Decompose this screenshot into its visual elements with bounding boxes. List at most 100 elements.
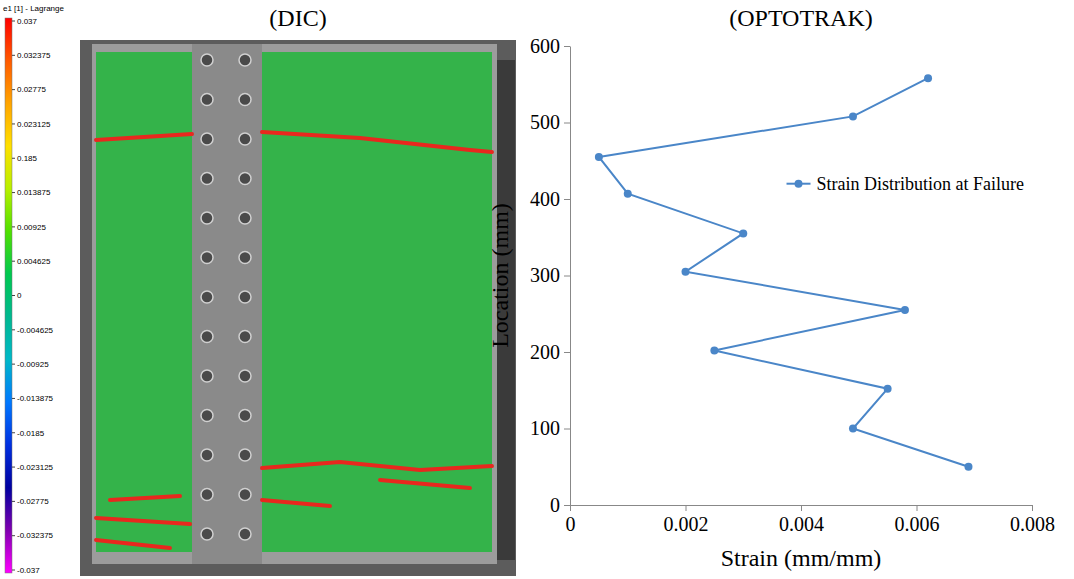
colorbar-label: -0.032375 — [17, 531, 54, 540]
bolt — [201, 291, 213, 303]
y-tick-label: 200 — [530, 341, 560, 363]
colorbar-label: 0 — [17, 291, 22, 300]
x-tick-mark — [801, 505, 802, 511]
bolt — [239, 291, 251, 303]
y-tick-label: 600 — [530, 35, 560, 57]
chart-title: (OPTOTRAK) — [729, 5, 873, 31]
data-point — [884, 385, 892, 393]
bolt — [201, 449, 213, 461]
colorbar-label: 0.02775 — [17, 85, 46, 94]
y-tick: 500 — [530, 111, 570, 133]
legend-item: Strain Distribution at Failure — [787, 174, 1024, 194]
colorbar-tick — [12, 364, 15, 365]
y-axis-line — [570, 47, 571, 506]
colorbar-label: -0.004625 — [17, 326, 54, 335]
bolt — [201, 331, 213, 343]
colorbar-label: 0.023125 — [17, 120, 51, 129]
x-tick-label: 0 — [566, 513, 576, 535]
colorbar-tick — [12, 398, 15, 399]
colorbar-tick — [12, 467, 15, 468]
y-tick-label: 300 — [530, 264, 560, 286]
bolt — [201, 54, 213, 66]
bolt — [201, 370, 213, 382]
y-tick-label: 400 — [530, 188, 560, 210]
x-axis-title: Strain (mm/mm) — [721, 545, 882, 571]
data-point — [849, 112, 857, 120]
y-axis: 0100200300400500600 — [530, 35, 571, 516]
bolt — [239, 528, 251, 540]
colorbar-tick — [12, 295, 15, 296]
specimen — [92, 44, 497, 564]
colorbar-label: -0.00925 — [17, 360, 49, 369]
bolt — [239, 489, 251, 501]
colorbar-tick — [12, 570, 15, 571]
bolt — [239, 331, 251, 343]
data-point — [624, 190, 632, 198]
colorbar-tick — [12, 192, 15, 193]
x-tick-mark — [917, 505, 918, 511]
x-tick-mark — [1032, 505, 1033, 511]
y-tick-mark — [564, 429, 570, 430]
legend-label: Strain Distribution at Failure — [817, 174, 1024, 194]
data-point — [682, 268, 690, 276]
colorbar-label: 0.037 — [17, 17, 38, 26]
colorbar-label: 0.00925 — [17, 223, 46, 232]
strain-band — [96, 518, 190, 524]
y-tick: 200 — [530, 341, 570, 363]
x-tick: 0.002 — [664, 505, 709, 535]
colorbar-label: -0.013875 — [17, 394, 54, 403]
bolt — [239, 410, 251, 422]
bolt — [239, 133, 251, 145]
y-tick: 300 — [530, 264, 570, 286]
colorbar-label: -0.0185 — [17, 429, 45, 438]
bolt — [201, 489, 213, 501]
strain-field-left — [96, 52, 192, 552]
x-tick: 0 — [566, 505, 576, 535]
y-tick: 600 — [530, 35, 570, 57]
strain-band — [380, 480, 470, 488]
bolt — [201, 133, 213, 145]
data-point — [901, 306, 909, 314]
colorbar-title: e1 [1] - Lagrange — [3, 4, 64, 13]
data-point — [924, 74, 932, 82]
x-tick-mark — [686, 505, 687, 511]
bolt-strip — [192, 44, 262, 564]
x-tick-label: 0.004 — [779, 513, 824, 535]
strain-band — [96, 134, 192, 140]
bolt — [239, 252, 251, 264]
bolt — [201, 252, 213, 264]
data-point — [849, 425, 857, 433]
colorbar-tick — [12, 226, 15, 227]
photo-background — [80, 40, 516, 576]
strain-band — [262, 500, 330, 506]
colorbar-tick — [12, 432, 15, 433]
strain-band — [262, 132, 492, 152]
bolt — [201, 173, 213, 185]
bolt — [201, 410, 213, 422]
bolt — [201, 94, 213, 106]
data-point — [739, 229, 747, 237]
bolt — [239, 370, 251, 382]
colorbar-tick — [12, 55, 15, 56]
colorbar-tick — [12, 158, 15, 159]
colorbar-label: -0.02775 — [17, 497, 49, 506]
y-tick-mark — [564, 46, 570, 47]
x-tick-mark — [570, 505, 571, 511]
bolt — [239, 449, 251, 461]
data-point — [595, 153, 603, 161]
y-axis-title: Location (mm) — [487, 203, 513, 348]
x-tick-label: 0.006 — [895, 513, 940, 535]
colorbar-label: 0.185 — [17, 154, 38, 163]
colorbar-tick — [12, 21, 15, 22]
x-tick: 0.004 — [779, 505, 824, 535]
y-tick-mark — [564, 123, 570, 124]
photo — [80, 40, 516, 576]
y-tick-mark — [564, 276, 570, 277]
colorbar-tick — [12, 329, 15, 330]
legend: Strain Distribution at Failure — [787, 174, 1024, 194]
colorbar-tick — [12, 535, 15, 536]
strain-band — [96, 540, 170, 548]
colorbar-label: -0.037 — [17, 566, 40, 575]
bolt — [239, 54, 251, 66]
data-point — [964, 463, 972, 471]
